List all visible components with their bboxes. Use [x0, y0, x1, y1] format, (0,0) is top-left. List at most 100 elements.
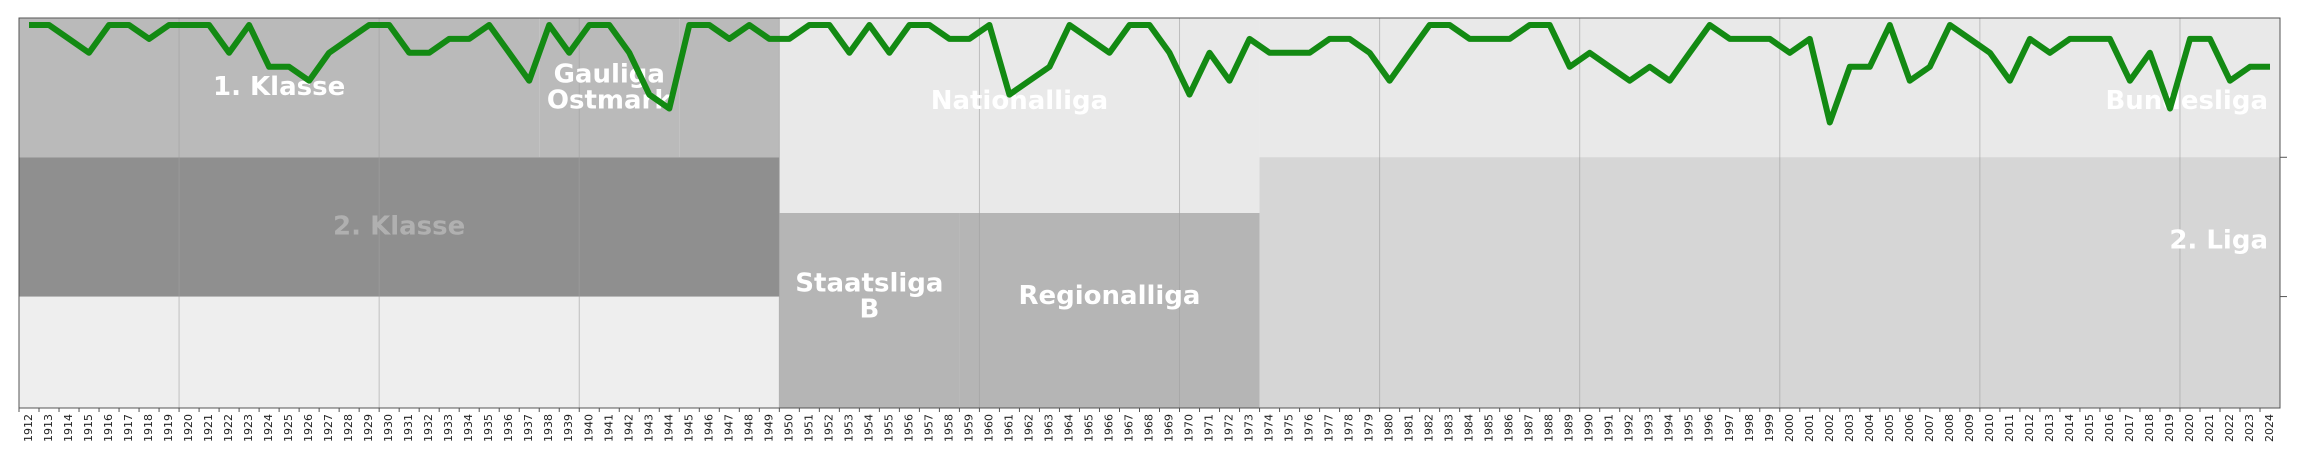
x-tick-label: 1946 — [702, 414, 715, 442]
x-tick-label: 1966 — [1102, 414, 1115, 442]
league-zone — [19, 157, 780, 297]
x-tick-label: 2009 — [1963, 414, 1976, 442]
x-tick-label: 1928 — [342, 414, 355, 442]
x-tick-label: 1933 — [442, 414, 455, 442]
x-tick-label: 1930 — [382, 414, 395, 442]
x-tick-label: 1932 — [422, 414, 435, 442]
x-tick-label: 2014 — [2063, 414, 2076, 442]
zone-label: Staatsliga B — [795, 268, 943, 324]
x-tick-label: 1954 — [862, 414, 875, 442]
x-tick-label: 1915 — [82, 414, 95, 442]
zone-label: Gauliga Ostmark — [547, 59, 672, 115]
x-tick-label: 1919 — [162, 414, 175, 442]
x-tick-label: 1948 — [742, 414, 755, 442]
x-tick-label: 1912 — [22, 414, 35, 442]
x-tick-label: 1981 — [1403, 414, 1416, 442]
x-tick-label: 1985 — [1483, 414, 1496, 442]
x-tick-label: 1968 — [1143, 414, 1156, 442]
x-tick-label: 1939 — [562, 414, 575, 442]
x-tick-label: 1953 — [842, 414, 855, 442]
x-tick-label: 2012 — [2023, 414, 2036, 442]
x-tick-label: 1918 — [142, 414, 155, 442]
x-tick-label: 1960 — [982, 414, 995, 442]
x-tick-label: 1943 — [642, 414, 655, 442]
x-tick-label: 1916 — [102, 414, 115, 442]
league-zone — [19, 296, 780, 408]
x-tick-label: 1964 — [1062, 414, 1075, 442]
x-tick-label: 1934 — [462, 414, 475, 442]
x-tick-label: 1971 — [1203, 414, 1216, 442]
x-tick-label: 1969 — [1163, 414, 1176, 442]
x-tick-label: 1961 — [1002, 414, 1015, 442]
x-tick-label: 1959 — [962, 414, 975, 442]
x-tick-label: 2008 — [1943, 414, 1956, 442]
x-tick-label: 1965 — [1082, 414, 1095, 442]
x-tick-label: 1977 — [1323, 414, 1336, 442]
x-tick-label: 1942 — [622, 414, 635, 442]
x-tick-label: 1925 — [282, 414, 295, 442]
x-tick-label: 2002 — [1823, 414, 1836, 442]
league-zone — [1259, 157, 2280, 408]
x-tick-label: 1970 — [1183, 414, 1196, 442]
x-tick-label: 1999 — [1763, 414, 1776, 442]
x-tick-label: 1987 — [1523, 414, 1536, 442]
x-tick-label: 1952 — [822, 414, 835, 442]
x-tick-label: 1926 — [302, 414, 315, 442]
x-tick-label: 2000 — [1783, 414, 1796, 442]
x-tick-label: 1924 — [262, 414, 275, 442]
x-tick-label: 1980 — [1383, 414, 1396, 442]
x-tick-label: 1956 — [902, 414, 915, 442]
zone-label: Bundesliga — [2105, 86, 2268, 116]
x-tick-label: 1979 — [1363, 414, 1376, 442]
x-tick-label: 2019 — [2163, 414, 2176, 442]
x-tick-label: 1936 — [502, 414, 515, 442]
x-tick-label: 1983 — [1443, 414, 1456, 442]
x-tick-label: 1991 — [1603, 414, 1616, 442]
x-tick-label: 1973 — [1243, 414, 1256, 442]
x-tick-label: 1940 — [582, 414, 595, 442]
x-tick-label: 1938 — [542, 414, 555, 442]
x-tick-label: 1967 — [1122, 414, 1135, 442]
x-tick-label: 1975 — [1283, 414, 1296, 442]
x-tick-label: 1929 — [362, 414, 375, 442]
x-tick-label: 2006 — [1903, 414, 1916, 442]
x-tick-label: 1941 — [602, 414, 615, 442]
x-tick-label: 2013 — [2043, 414, 2056, 442]
x-tick-label: 1988 — [1543, 414, 1556, 442]
x-tick-label: 1990 — [1583, 414, 1596, 442]
league-zone — [779, 213, 960, 408]
x-tick-label: 1994 — [1663, 414, 1676, 442]
zone-label: 1. Klasse — [213, 72, 345, 102]
x-tick-label: 1951 — [802, 414, 815, 442]
x-tick-label: 1921 — [202, 414, 215, 442]
x-tick-label: 1927 — [322, 414, 335, 442]
x-tick-label: 1995 — [1683, 414, 1696, 442]
x-tick-label: 2020 — [2183, 414, 2196, 442]
x-tick-label: 1923 — [242, 414, 255, 442]
x-tick-label: 2024 — [2263, 414, 2276, 442]
x-tick-label: 2001 — [1803, 414, 1816, 442]
x-tick-label: 2004 — [1863, 414, 1876, 442]
x-tick-label: 1950 — [782, 414, 795, 442]
x-tick-label: 2010 — [1983, 414, 1996, 442]
x-tick-label: 1972 — [1223, 414, 1236, 442]
x-tick-label: 1931 — [402, 414, 415, 442]
x-tick-label: 2021 — [2203, 414, 2216, 442]
plot-frame — [18, 17, 2281, 409]
league-zone — [959, 213, 1260, 408]
x-tick-label: 1935 — [482, 414, 495, 442]
x-tick-label: 1993 — [1643, 414, 1656, 442]
x-tick-label: 1974 — [1263, 414, 1276, 442]
x-tick-label: 2022 — [2223, 414, 2236, 442]
x-tick-label: 2018 — [2143, 414, 2156, 442]
x-tick-label: 1920 — [182, 414, 195, 442]
x-tick-label: 2005 — [1883, 414, 1896, 442]
x-tick-label: 2023 — [2243, 414, 2256, 442]
zone-label: Regionalliga — [1018, 281, 1200, 311]
x-tick-label: 1944 — [662, 414, 675, 442]
x-tick-label: 2011 — [2003, 414, 2016, 442]
x-tick-label: 1963 — [1042, 414, 1055, 442]
x-tick-label: 1922 — [222, 414, 235, 442]
x-tick-label: 1997 — [1723, 414, 1736, 442]
